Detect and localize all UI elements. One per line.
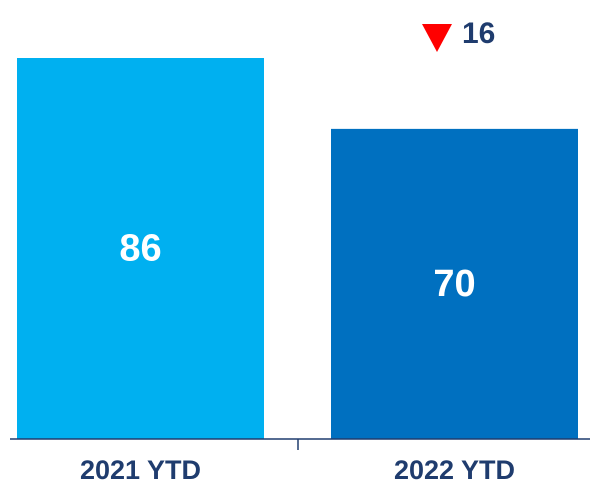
labels-layer: 86 2021 YTD 70 2022 YTD	[80, 228, 515, 486]
bar-value-label-2: 70	[433, 263, 475, 305]
bar-1	[17, 58, 264, 439]
bars-layer	[17, 58, 578, 439]
bar-value-label-1: 86	[119, 228, 161, 270]
down-arrow-icon	[422, 24, 452, 52]
change-value-label: 16	[462, 17, 495, 50]
bar-2	[331, 128, 578, 439]
category-label-1: 2021 YTD	[80, 455, 201, 485]
category-label-2: 2022 YTD	[394, 455, 515, 485]
change-indicator: 16	[422, 17, 495, 52]
